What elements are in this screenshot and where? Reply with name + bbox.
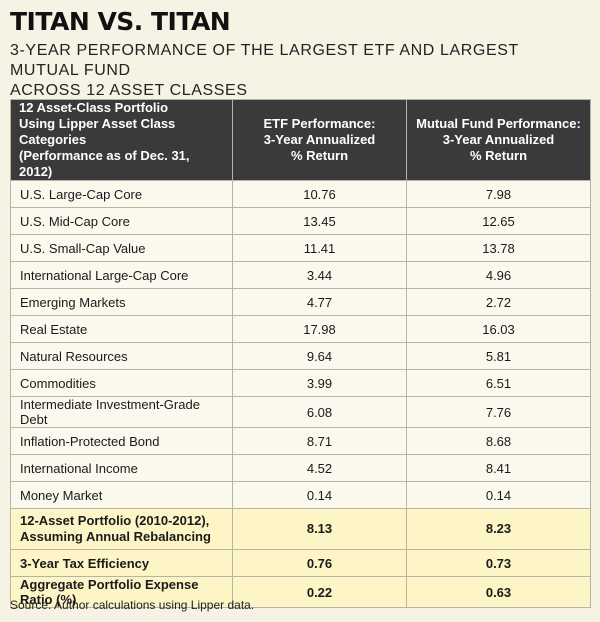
etf-value: 17.98 <box>232 315 407 343</box>
etf-value: 10.76 <box>232 180 407 208</box>
table-row: U.S. Large-Cap Core 10.76 7.98 <box>10 180 591 208</box>
row-label-line: Aggregate Portfolio Expense Ratio (%) <box>20 577 199 607</box>
table-row: Commodities 3.99 6.51 <box>10 369 591 397</box>
mutual-fund-value: 16.03 <box>406 315 591 343</box>
header-etf: ETF Performance: 3-Year Annualized % Ret… <box>232 99 407 181</box>
row-label-line: International Large-Cap Core <box>20 267 189 283</box>
mutual-fund-value: 12.65 <box>406 207 591 235</box>
etf-value: 6.08 <box>232 396 407 428</box>
table-row: U.S. Small-Cap Value 11.41 13.78 <box>10 234 591 262</box>
table-row: Inflation-Protected Bond 8.71 8.68 <box>10 427 591 455</box>
etf-value: 0.14 <box>232 481 407 509</box>
row-label-line: International Income <box>20 460 138 476</box>
row-label: U.S. Large-Cap Core <box>10 180 233 208</box>
mutual-fund-value: 7.98 <box>406 180 591 208</box>
table-row: International Income 4.52 8.41 <box>10 454 591 482</box>
table-body: U.S. Large-Cap Core 10.76 7.98 U.S. Mid-Cap… <box>10 180 591 608</box>
source-note: Source: Author calculations using Lipper… <box>10 598 255 612</box>
mutual-fund-value: 8.23 <box>406 508 591 550</box>
header-line: Using Lipper Asset Class Categories <box>19 116 176 147</box>
mutual-fund-value: 8.68 <box>406 427 591 455</box>
row-label-line: Natural Resources <box>20 348 128 364</box>
etf-value: 0.22 <box>232 576 407 608</box>
row-label: Money Market <box>10 481 233 509</box>
header-line: (Performance as of Dec. 31, 2012) <box>19 148 190 179</box>
row-label-line: Emerging Markets <box>20 294 126 310</box>
etf-value: 11.41 <box>232 234 407 262</box>
table-row: 12-Asset Portfolio (2010-2012), Assuming … <box>10 508 591 550</box>
etf-value: 8.13 <box>232 508 407 550</box>
row-label-line: Real Estate <box>20 321 88 337</box>
row-label-line: U.S. Mid-Cap Core <box>20 213 130 229</box>
chart-subtitle: 3-YEAR PERFORMANCE OF THE LARGEST ETF AN… <box>10 41 590 101</box>
mutual-fund-value: 13.78 <box>406 234 591 262</box>
row-label: International Income <box>10 454 233 482</box>
row-label-line: Money Market <box>20 487 103 503</box>
table-row: Natural Resources 9.64 5.81 <box>10 342 591 370</box>
header-line: % Return <box>469 148 528 163</box>
mutual-fund-value: 8.41 <box>406 454 591 482</box>
header-line: ETF Performance: <box>263 116 376 131</box>
table-row: Intermediate Investment-Grade Debt 6.08 7.… <box>10 396 591 428</box>
header-mutual-fund: Mutual Fund Performance: 3-Year Annualiz… <box>406 99 591 181</box>
row-label-line: U.S. Large-Cap Core <box>20 186 143 202</box>
subtitle-line-2: ACROSS 12 ASSET CLASSES <box>10 82 248 99</box>
table-row: 3-Year Tax Efficiency 0.76 0.73 <box>10 549 591 577</box>
table-row: Real Estate 17.98 16.03 <box>10 315 591 343</box>
row-label: International Large-Cap Core <box>10 261 233 289</box>
row-label: Real Estate <box>10 315 233 343</box>
row-label-line: Assuming Annual Rebalancing <box>20 529 211 544</box>
mutual-fund-value: 5.81 <box>406 342 591 370</box>
header-line: 3-Year Annualized <box>263 132 376 147</box>
header-asset-class: 12 Asset-Class Portfolio Using Lipper As… <box>10 99 233 181</box>
etf-value: 13.45 <box>232 207 407 235</box>
header-line: 3-Year Annualized <box>442 132 555 147</box>
header-line: % Return <box>290 148 349 163</box>
row-label: Intermediate Investment-Grade Debt <box>10 396 233 428</box>
row-label: Natural Resources <box>10 342 233 370</box>
etf-value: 4.52 <box>232 454 407 482</box>
mutual-fund-value: 2.72 <box>406 288 591 316</box>
performance-table: 12 Asset-Class Portfolio Using Lipper As… <box>10 99 591 608</box>
table-row: U.S. Mid-Cap Core 13.45 12.65 <box>10 207 591 235</box>
table-row: Money Market 0.14 0.14 <box>10 481 591 509</box>
row-label-line: Intermediate Investment-Grade Debt <box>20 397 200 427</box>
mutual-fund-value: 4.96 <box>406 261 591 289</box>
header-line: Mutual Fund Performance: <box>416 116 581 131</box>
chart-title: TITAN VS. TITAN <box>10 7 231 36</box>
etf-value: 4.77 <box>232 288 407 316</box>
row-label-line: Commodities <box>20 375 96 391</box>
mutual-fund-value: 0.14 <box>406 481 591 509</box>
etf-value: 3.99 <box>232 369 407 397</box>
row-label: Inflation-Protected Bond <box>10 427 233 455</box>
etf-value: 8.71 <box>232 427 407 455</box>
row-label-line: Inflation-Protected Bond <box>20 433 160 449</box>
row-label: 3-Year Tax Efficiency <box>10 549 233 577</box>
row-label: U.S. Small-Cap Value <box>10 234 233 262</box>
header-line: 12 Asset-Class Portfolio <box>19 100 169 115</box>
mutual-fund-value: 0.73 <box>406 549 591 577</box>
row-label: 12-Asset Portfolio (2010-2012), Assuming … <box>10 508 233 550</box>
row-label: U.S. Mid-Cap Core <box>10 207 233 235</box>
mutual-fund-value: 6.51 <box>406 369 591 397</box>
row-label: Commodities <box>10 369 233 397</box>
mutual-fund-value: 0.63 <box>406 576 591 608</box>
table-header-row: 12 Asset-Class Portfolio Using Lipper As… <box>10 99 591 181</box>
etf-value: 9.64 <box>232 342 407 370</box>
subtitle-line-1: 3-YEAR PERFORMANCE OF THE LARGEST ETF AN… <box>10 42 519 79</box>
etf-value: 0.76 <box>232 549 407 577</box>
table-row: International Large-Cap Core 3.44 4.96 <box>10 261 591 289</box>
etf-value: 3.44 <box>232 261 407 289</box>
row-label: Aggregate Portfolio Expense Ratio (%) <box>10 576 233 608</box>
table-row: Aggregate Portfolio Expense Ratio (%) 0.2… <box>10 576 591 608</box>
row-label-line: 3-Year Tax Efficiency <box>20 555 150 571</box>
row-label-line: U.S. Small-Cap Value <box>20 240 146 256</box>
row-label: Emerging Markets <box>10 288 233 316</box>
row-label-line: 12-Asset Portfolio (2010-2012), <box>20 513 210 528</box>
table-row: Emerging Markets 4.77 2.72 <box>10 288 591 316</box>
mutual-fund-value: 7.76 <box>406 396 591 428</box>
